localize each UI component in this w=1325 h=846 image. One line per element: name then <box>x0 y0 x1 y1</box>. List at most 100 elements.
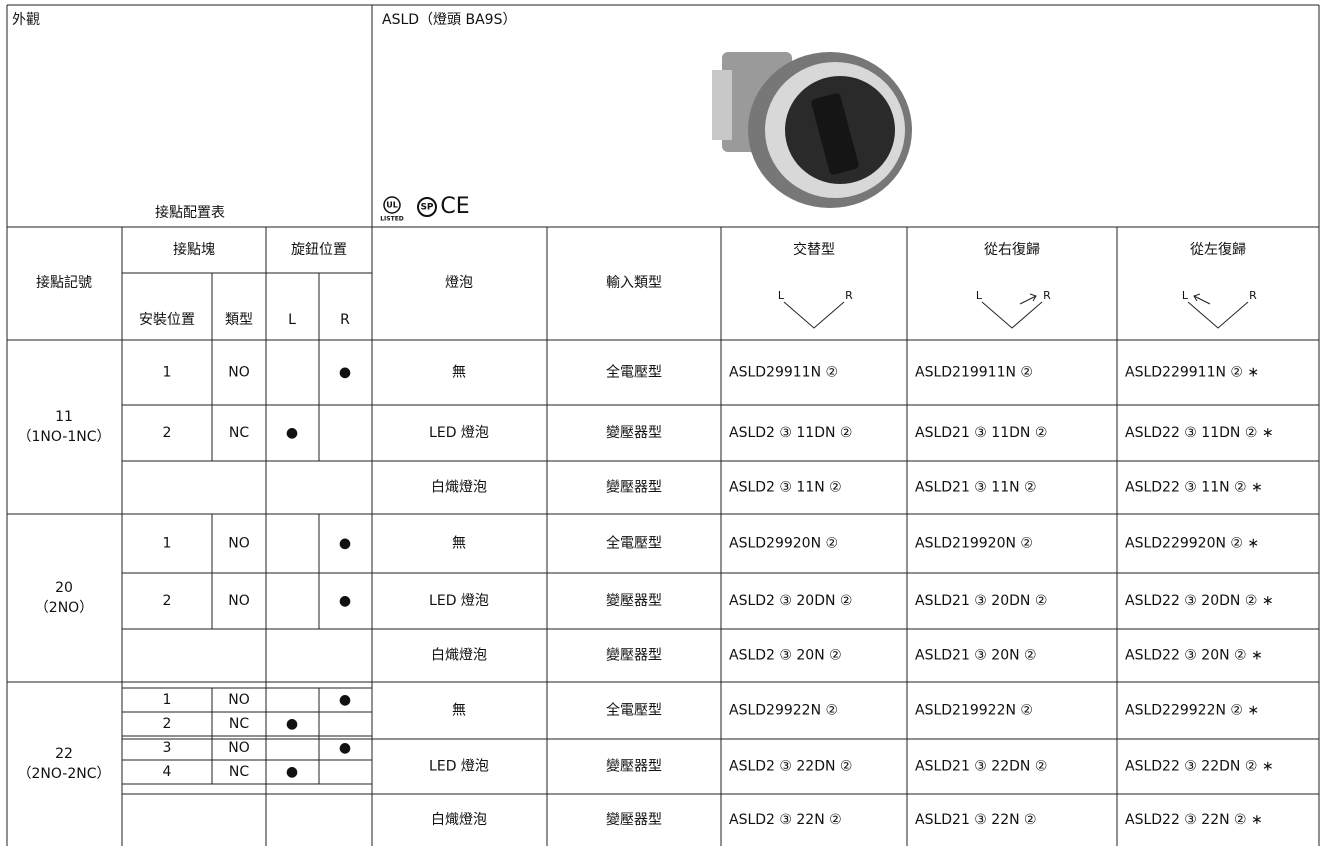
contact-table-label: 接點配置表 <box>155 204 225 221</box>
lamp-cell: 白熾燈泡 <box>431 648 487 664</box>
knob-mark: ● <box>339 692 351 708</box>
switch-diagram <box>783 301 845 329</box>
return-arrow <box>1193 293 1211 305</box>
input-cell: 全電壓型 <box>606 364 662 381</box>
diagram-label: R <box>845 289 853 302</box>
contact-description: （2NO） <box>35 600 93 616</box>
model-code: ASLD229920N ② ∗ <box>1125 536 1259 552</box>
header-cell: 輸入類型 <box>606 275 662 291</box>
input-cell: 變壓器型 <box>606 648 662 664</box>
model-code: ASLD29922N ② <box>729 703 838 719</box>
ce-mark: CE <box>440 194 469 219</box>
header-cell: 安裝位置 <box>139 312 195 328</box>
header-cell: R <box>340 312 350 328</box>
mount-position: 2 <box>163 425 172 441</box>
knob-mark: ● <box>339 365 351 381</box>
block-type: NC <box>229 764 249 780</box>
model-code: ASLD219922N ② <box>915 703 1033 719</box>
mount-position: 3 <box>163 740 172 756</box>
model-code: ASLD22 ③ 11N ② ∗ <box>1125 480 1263 496</box>
product-title: ASLD（燈頭 BA9S） <box>382 12 516 28</box>
mount-position: 1 <box>163 365 172 381</box>
mount-position: 1 <box>163 536 172 552</box>
knob-mark: ● <box>339 593 351 609</box>
csa-logo <box>417 197 437 217</box>
model-code: ASLD29920N ② <box>729 536 838 552</box>
block-type: NO <box>228 365 250 381</box>
ul-listed: LISTED <box>380 216 404 223</box>
model-code: ASLD22 ③ 20N ② ∗ <box>1125 648 1263 664</box>
contact-code: 11 <box>55 409 73 425</box>
model-code: ASLD29911N ② <box>729 365 838 381</box>
header-cell: 從右復歸 <box>984 241 1040 258</box>
csa-text: SP <box>420 203 433 213</box>
header-cell: 類型 <box>225 312 253 328</box>
model-code: ASLD2 ③ 20DN ② <box>729 593 852 609</box>
contact-code: 22 <box>55 746 73 762</box>
input-cell: 全電壓型 <box>606 535 662 552</box>
mount-position: 2 <box>163 716 172 732</box>
input-cell: 全電壓型 <box>606 702 662 719</box>
model-code: ASLD22 ③ 20DN ② ∗ <box>1125 593 1274 609</box>
diagram-label: R <box>1249 289 1257 302</box>
knob-mark: ● <box>286 764 298 780</box>
header-cell: 交替型 <box>793 241 835 258</box>
switch-diagram <box>981 301 1043 329</box>
model-code: ASLD22 ③ 11DN ② ∗ <box>1125 425 1274 441</box>
mount-position: 2 <box>163 593 172 609</box>
model-code: ASLD229922N ② ∗ <box>1125 703 1259 719</box>
input-cell: 變壓器型 <box>606 812 662 828</box>
return-arrow <box>1019 293 1037 305</box>
header-cell: L <box>288 312 296 328</box>
model-code: ASLD229911N ② ∗ <box>1125 365 1259 381</box>
model-code: ASLD219920N ② <box>915 536 1033 552</box>
block-type: NC <box>229 716 249 732</box>
model-code: ASLD21 ③ 20DN ② <box>915 593 1047 609</box>
header-cell: 接點塊 <box>173 241 215 258</box>
diagram-label: L <box>778 289 785 302</box>
diagram-label: L <box>1182 289 1189 302</box>
header-cell: 從左復歸 <box>1190 241 1246 258</box>
block-type: NO <box>228 692 250 708</box>
lamp-cell: 白熾燈泡 <box>431 480 487 496</box>
model-code: ASLD21 ③ 22N ② <box>915 812 1037 828</box>
product-photo <box>712 52 912 208</box>
appearance-label: 外觀 <box>12 12 40 28</box>
mount-position: 1 <box>163 692 172 708</box>
header-cell: 燈泡 <box>445 275 473 291</box>
block-type: NC <box>229 425 249 441</box>
block-type: NO <box>228 536 250 552</box>
knob-mark: ● <box>339 740 351 756</box>
model-code: ASLD21 ③ 20N ② <box>915 648 1037 664</box>
model-code: ASLD21 ③ 22DN ② <box>915 759 1047 775</box>
block-type: NO <box>228 740 250 756</box>
input-cell: 變壓器型 <box>606 425 662 441</box>
mount-position: 4 <box>163 764 172 780</box>
lamp-cell: LED 燈泡 <box>429 593 489 609</box>
knob-mark: ● <box>339 536 351 552</box>
model-code: ASLD219911N ② <box>915 365 1033 381</box>
input-cell: 變壓器型 <box>606 480 662 496</box>
switch-diagram <box>1187 301 1249 329</box>
contact-code: 20 <box>55 580 73 596</box>
lamp-cell: LED 燈泡 <box>429 425 489 441</box>
contact-description: （2NO-2NC） <box>18 766 111 782</box>
model-code: ASLD2 ③ 11DN ② <box>729 425 852 441</box>
model-code: ASLD21 ③ 11DN ② <box>915 425 1047 441</box>
input-cell: 變壓器型 <box>606 759 662 775</box>
lamp-cell: 無 <box>452 536 466 552</box>
input-cell: 變壓器型 <box>606 593 662 609</box>
model-code: ASLD2 ③ 20N ② <box>729 648 842 664</box>
block-type: NO <box>228 593 250 609</box>
model-code: ASLD21 ③ 11N ② <box>915 480 1037 496</box>
model-code: ASLD22 ③ 22DN ② ∗ <box>1125 759 1274 775</box>
model-code: ASLD2 ③ 22N ② <box>729 812 842 828</box>
header-cell: 旋鈕位置 <box>291 242 347 258</box>
knob-mark: ● <box>286 716 298 732</box>
lamp-cell: 無 <box>452 703 466 719</box>
lamp-cell: 白熾燈泡 <box>431 812 487 828</box>
model-code: ASLD22 ③ 22N ② ∗ <box>1125 812 1263 828</box>
lamp-cell: LED 燈泡 <box>429 759 489 775</box>
